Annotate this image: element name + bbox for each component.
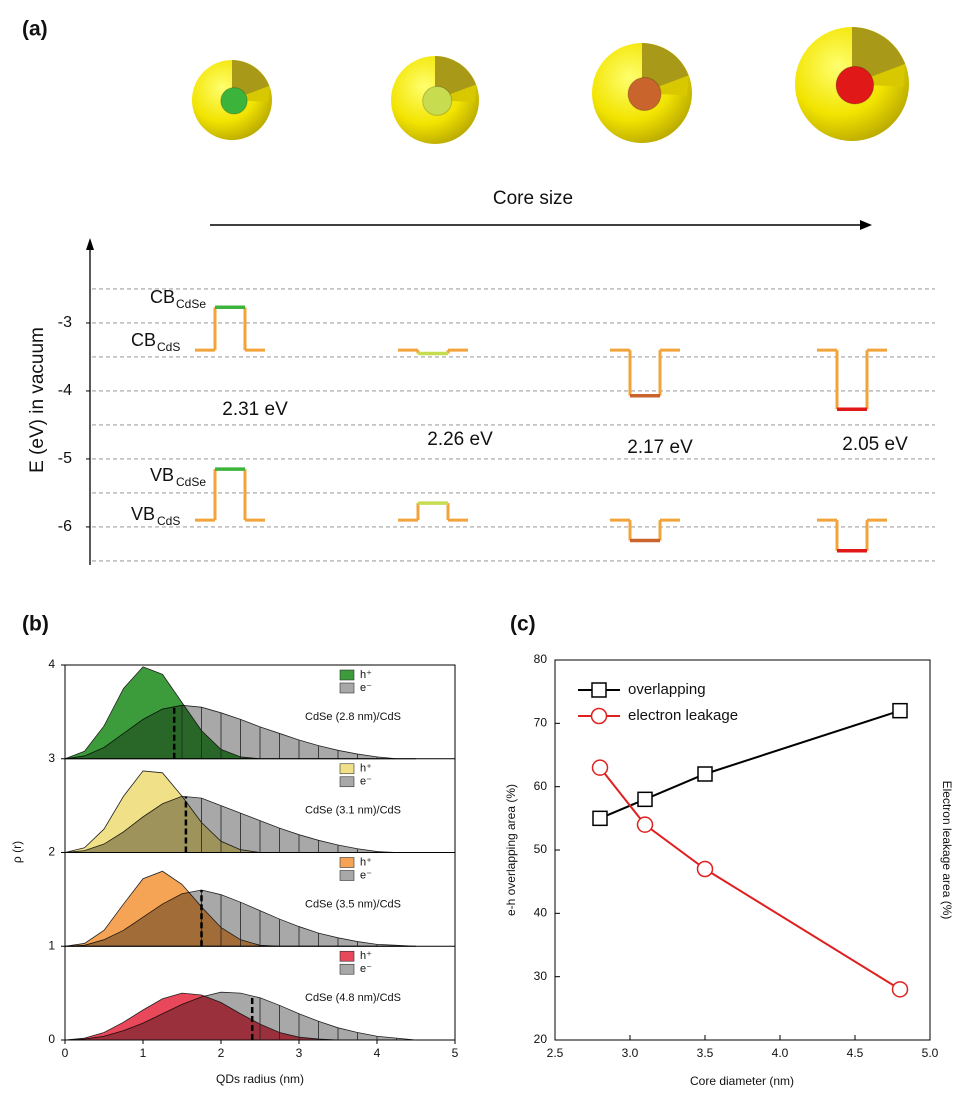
legend-label: h⁺ [360, 856, 372, 868]
level-label-sub: CdS [157, 514, 180, 528]
gap-label: 2.17 eV [627, 437, 693, 458]
y-tick-label: 20 [534, 1032, 548, 1046]
y-tick-label: 40 [534, 906, 548, 920]
y-axis-label: E (eV) in vacuum [27, 327, 48, 473]
marker [637, 791, 653, 808]
y-tick-label: -3 [58, 314, 72, 331]
legend-label: overlapping [628, 681, 706, 698]
legend-swatch [339, 857, 355, 868]
marker [636, 816, 654, 833]
level-label: CB [150, 287, 175, 307]
y-tick-label: -4 [58, 382, 72, 399]
core-sphere [627, 77, 662, 111]
legend-marker [591, 682, 607, 698]
legend-label: h⁺ [360, 669, 372, 681]
marker [892, 702, 908, 719]
level-label-sub: CdSe [176, 297, 206, 311]
panel-label: (c) [510, 613, 536, 636]
x-tick-label: 3.0 [622, 1046, 639, 1060]
legend-swatch [339, 870, 355, 881]
x-tick-label: 0 [62, 1046, 69, 1060]
level-label-sub: CdS [157, 340, 180, 354]
level-label: VB [150, 465, 174, 485]
arrow-head [860, 220, 872, 230]
legend-label: h⁺ [360, 763, 372, 775]
x-tick-label: 4 [374, 1046, 381, 1060]
marker [696, 860, 714, 878]
level-label: VB [131, 504, 155, 524]
x-tick-label: 1 [140, 1046, 147, 1060]
y-tick-label: 3 [48, 751, 55, 765]
x-tick-label: 2 [218, 1046, 225, 1060]
x-tick-label: 3.5 [697, 1046, 714, 1060]
electron-area [64, 991, 417, 1041]
y2-axis-label: Electron leakage area (%) [940, 781, 954, 920]
annotation: Core size [493, 188, 573, 209]
x-tick-label: 3 [296, 1046, 303, 1060]
x-tick-label: 5 [452, 1046, 459, 1060]
sample-label: CdSe (3.5 nm)/CdS [305, 898, 401, 910]
arrow-head [86, 238, 94, 250]
core-sphere [835, 65, 875, 105]
y-tick-label: 30 [534, 969, 548, 983]
marker [697, 766, 713, 782]
level-label-sub: CdSe [176, 475, 206, 489]
y-tick-label: 50 [534, 842, 548, 856]
level-label: CB [131, 330, 156, 350]
y-tick-label: 60 [534, 779, 548, 793]
x-tick-label: 4.5 [847, 1046, 864, 1060]
x-axis-label: Core diameter (nm) [690, 1074, 794, 1088]
y-tick-label: 70 [534, 716, 548, 730]
legend-swatch [339, 950, 355, 962]
sample-label: CdSe (3.1 nm)/CdS [305, 805, 401, 817]
legend-label: e⁻ [360, 776, 372, 788]
x-tick-label: 4.0 [772, 1046, 789, 1060]
y-axis-label: ρ (r) [10, 841, 24, 863]
y-tick-label: 80 [534, 652, 548, 666]
sample-label: CdSe (4.8 nm)/CdS [305, 992, 401, 1004]
gap-label: 2.26 eV [427, 429, 493, 450]
y-tick-label: -5 [58, 450, 72, 467]
legend-label: e⁻ [360, 869, 372, 881]
legend-label: e⁻ [360, 963, 372, 975]
y-tick-label: 2 [48, 845, 55, 859]
legend-swatch [339, 763, 355, 775]
legend-label: electron leakage [628, 707, 738, 724]
legend-label: h⁺ [360, 950, 372, 962]
marker [891, 981, 909, 998]
gap-label: 2.05 eV [842, 434, 908, 455]
y-axis-label: e-h overlapping area (%) [504, 784, 518, 916]
panel-label: (b) [22, 613, 49, 636]
y-tick-label: 1 [48, 938, 55, 952]
legend-swatch [339, 669, 355, 681]
marker [591, 759, 609, 776]
core-sphere [220, 87, 248, 115]
legend-swatch [339, 682, 355, 694]
series-line [599, 709, 901, 820]
y-tick-label: -6 [58, 518, 72, 535]
core-sphere [422, 85, 453, 116]
gap-label: 2.31 eV [222, 399, 288, 420]
x-tick-label: 5.0 [922, 1046, 939, 1060]
marker [592, 810, 608, 827]
legend-marker [590, 707, 608, 725]
x-axis-label: QDs radius (nm) [216, 1072, 304, 1086]
panel-label: (a) [22, 18, 48, 41]
legend-swatch [339, 963, 355, 975]
y-tick-label: 0 [48, 1032, 55, 1046]
legend-label: e⁻ [360, 682, 372, 694]
legend-swatch [339, 776, 355, 788]
x-tick-label: 2.5 [547, 1046, 564, 1060]
sample-label: CdSe (2.8 nm)/CdS [305, 711, 401, 723]
series-line [599, 767, 901, 991]
y-tick-label: 4 [48, 657, 55, 671]
